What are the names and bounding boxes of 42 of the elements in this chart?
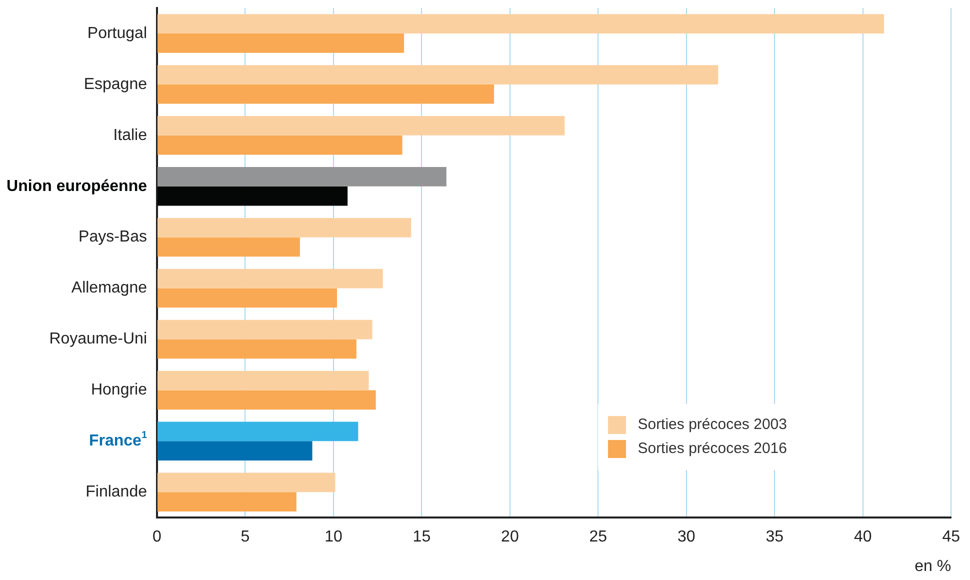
x-tick-label: 30 (678, 528, 696, 546)
x-tick-label: 45 (942, 528, 960, 546)
x-tick-label: 0 (152, 528, 162, 546)
bar (158, 472, 336, 492)
bar (158, 441, 312, 461)
bar (158, 218, 412, 238)
y-tick-label: Finlande (86, 484, 148, 501)
bar (158, 339, 356, 359)
bar (158, 65, 718, 84)
x-tick-label: 25 (589, 528, 608, 546)
bar (158, 268, 383, 288)
y-tick-label: Espagne (84, 76, 148, 93)
bar (158, 84, 494, 104)
x-tick-label: 10 (324, 528, 342, 546)
bar (158, 116, 565, 136)
y-tick-label: Portugal (87, 24, 147, 42)
bar (158, 492, 296, 512)
y-tick-label: Pays-Bas (78, 228, 147, 246)
bar (158, 422, 358, 442)
bar (158, 166, 446, 186)
bar (158, 370, 369, 390)
y-tick-label: Union européenne (6, 178, 148, 195)
x-tick-label: 20 (501, 528, 519, 546)
y-tick-label: Royaume-Uni (49, 330, 147, 348)
bar (158, 33, 404, 53)
bar (158, 135, 402, 155)
y-tick-label: Hongrie (90, 382, 148, 399)
x-tick-label: 5 (240, 528, 250, 546)
bar (158, 390, 376, 410)
bar (158, 14, 884, 34)
bar (158, 288, 337, 308)
x-tick-label: 15 (412, 528, 431, 546)
x-axis-title: en % (914, 558, 952, 575)
legend-label: Sorties précoces 2003 (638, 416, 787, 434)
bar (158, 320, 372, 340)
y-tick-label: Italie (113, 126, 148, 144)
x-tick-label: 35 (766, 528, 784, 546)
y-tick-label: Allemagne (71, 280, 148, 297)
bar (158, 186, 348, 206)
bar (158, 237, 300, 257)
x-tick-label: 40 (854, 528, 872, 546)
legend-label: Sorties précoces 2016 (638, 440, 787, 458)
